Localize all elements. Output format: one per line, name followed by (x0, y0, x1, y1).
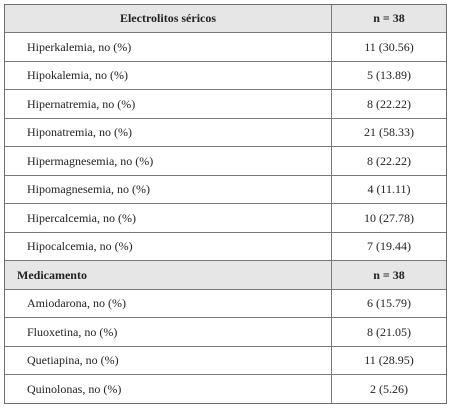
row-value: 7 (19.44) (331, 232, 446, 262)
column-header-electrolytes: Electrolitos séricos (5, 5, 332, 34)
section-header-row: Medicamento n = 38 (5, 260, 446, 290)
row-label: Hipercalcemia, no (%) (5, 203, 332, 233)
row-value: 8 (21.05) (331, 317, 446, 347)
row-label: Quetiapina, no (%) (5, 346, 332, 376)
table-row: Hipomagnesemia, no (%) 4 (11.11) (5, 175, 446, 205)
row-label: Amiodarona, no (%) (5, 289, 332, 319)
row-label: Hiponatremia, no (%) (5, 118, 332, 148)
column-header-n: n = 38 (331, 5, 446, 34)
row-value: 2 (5.26) (370, 381, 408, 396)
table-row: Hipermagnesemia, no (%) 8 (22.22) (5, 146, 446, 176)
row-label: Hipokalemia, no (%) (5, 61, 332, 91)
row-label: Hipocalcemia, no (%) (5, 232, 332, 262)
row-value: 21 (58.33) (331, 118, 446, 148)
row-label: Hipermagnesemia, no (%) (5, 146, 332, 176)
row-label: Hiperkalemia, no (%) (5, 32, 332, 62)
table-row: Amiodarona, no (%) 6 (15.79) (5, 289, 446, 319)
row-value: 10 (27.78) (331, 203, 446, 233)
row-label: Quinolonas, no (%) (5, 374, 332, 403)
table-row: Hiperkalemia, no (%) 11 (30.56) (5, 32, 446, 62)
row-value: 5 (13.89) (331, 61, 446, 91)
table-row: Hiponatremia, no (%) 21 (58.33) (5, 118, 446, 148)
data-table-frame: Electrolitos séricos n = 38 Hiperkalemia… (4, 4, 447, 404)
row-value: 4 (11.11) (331, 175, 446, 205)
table-row: Quetiapina, no (%) 11 (28.95) (5, 346, 446, 376)
row-label: Hipernatremia, no (%) (5, 89, 332, 119)
row-value: 8 (22.22) (331, 146, 446, 176)
section-header-n: n = 38 (331, 260, 446, 290)
row-value: 6 (15.79) (331, 289, 446, 319)
table-row: Quinolonas, no (%) 2 (5.26) (5, 374, 446, 403)
table-row: Hipercalcemia, no (%) 10 (27.78) (5, 203, 446, 233)
row-value: 11 (28.95) (331, 346, 446, 376)
table-row: Fluoxetina, no (%) 8 (21.05) (5, 317, 446, 347)
row-label: Fluoxetina, no (%) (5, 317, 332, 347)
table-row: Hipokalemia, no (%) 5 (13.89) (5, 61, 446, 91)
electrolytes-medication-table: Electrolitos séricos n = 38 Hiperkalemia… (5, 5, 446, 403)
table-row: Hipocalcemia, no (%) 7 (19.44) (5, 232, 446, 262)
table-header-row: Electrolitos séricos n = 38 (5, 5, 446, 34)
row-value: 11 (30.56) (331, 32, 446, 62)
row-label: Hipomagnesemia, no (%) (5, 175, 332, 205)
section-header-medication: Medicamento (5, 260, 332, 290)
row-value: 8 (22.22) (331, 89, 446, 119)
table-row: Hipernatremia, no (%) 8 (22.22) (5, 89, 446, 119)
